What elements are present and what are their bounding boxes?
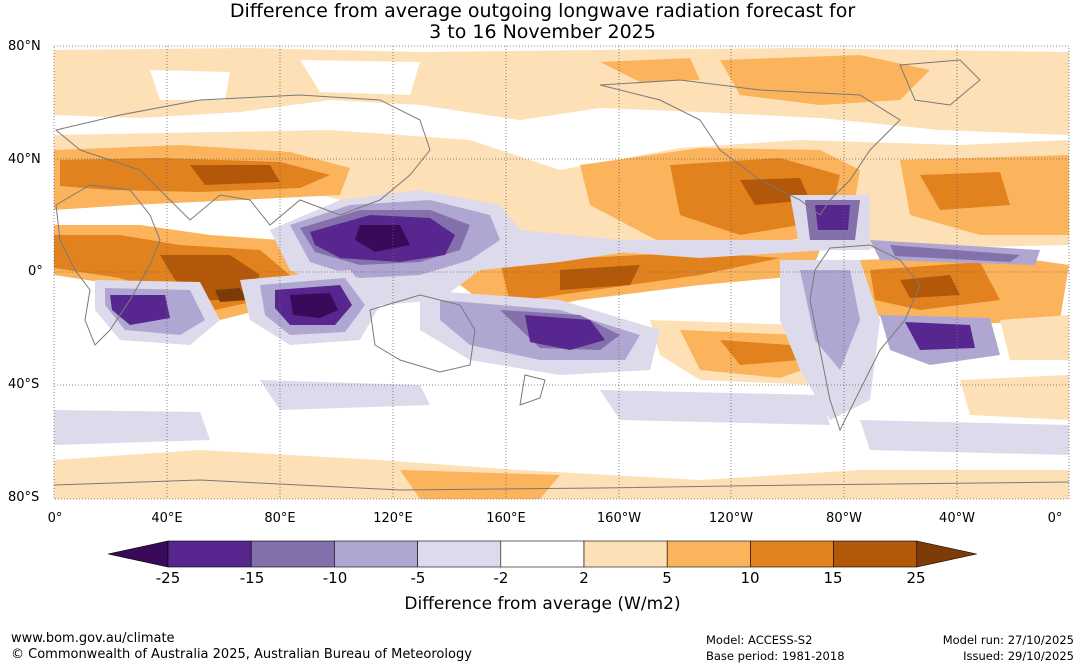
coast-new-zealand (519, 374, 546, 406)
colorbar-label: 5 (662, 569, 672, 587)
colorbar-label: 15 (823, 569, 843, 587)
anomaly-region-greenland (600, 58, 700, 82)
colorbar-label: 2 (579, 569, 589, 587)
lat-label-40n: 40°N (8, 152, 41, 167)
colorbar-label: -25 (155, 569, 181, 587)
colorbar-label: -2 (493, 569, 509, 587)
colorbar-label: 10 (740, 569, 760, 587)
lat-label-80n: 80°N (8, 39, 41, 54)
colorbar-bin (833, 540, 918, 568)
colorbar-bin (250, 540, 335, 568)
lon-label-120w: 120°W (708, 511, 754, 526)
colorbar-title: Difference from average (W/m2) (404, 594, 681, 614)
map-title-line-2: 3 to 16 November 2025 (429, 21, 656, 43)
colorbar-bin (750, 540, 834, 568)
colorbar-bin (500, 540, 585, 568)
footer-url: www.bom.gov.au/climate (11, 631, 175, 646)
colorbar-bin (583, 540, 668, 568)
colorbar-extend-high (916, 540, 977, 568)
coast-africa (55, 184, 161, 346)
lon-label-160w: 160°W (596, 511, 642, 526)
lat-label-0: 0° (28, 264, 43, 279)
lon-label-0-east: 0° (1047, 511, 1063, 526)
lon-label-40e: 40°E (151, 511, 183, 526)
colorbar-bin (334, 540, 418, 568)
lon-label-80e: 80°E (264, 511, 296, 526)
lon-label-40w: 40°W (939, 511, 975, 526)
graticule (54, 46, 1069, 499)
lon-label-0: 0° (47, 511, 63, 526)
footer-model-run: Model run: 27/10/2025 (942, 633, 1074, 647)
coast-north-america (599, 79, 901, 216)
colorbar-label: -5 (410, 569, 426, 587)
map-border (53, 45, 1070, 500)
colorbar-label: -10 (322, 569, 348, 587)
coast-australia (369, 294, 476, 373)
lon-label-120e: 120°E (373, 511, 413, 526)
colorbar-label: 25 (906, 569, 926, 587)
coast-greenland (899, 59, 981, 106)
colorbar-bin (417, 540, 502, 568)
lat-label-80s: 80°S (8, 490, 40, 505)
colorbar-bin (167, 540, 252, 568)
footer-model: Model: ACCESS-S2 (706, 633, 813, 647)
anomaly-region-n-america-5-10 (720, 55, 930, 105)
footer-copyright: © Commonwealth of Australia 2025, Austra… (11, 647, 472, 662)
coast-south-america (809, 244, 921, 432)
coast-antarctica (54, 479, 1069, 491)
lon-label-80w: 80°W (826, 511, 862, 526)
map-title-line-1: Difference from average outgoing longwav… (229, 0, 856, 22)
lon-label-160e: 160°E (486, 511, 526, 526)
colorbar-label: -15 (239, 569, 265, 587)
coastlines (54, 59, 1069, 491)
coast-eurasia (54, 94, 431, 226)
colorbar (107, 540, 977, 568)
footer-issued: Issued: 29/10/2025 (963, 649, 1074, 663)
colorbar-bin (666, 540, 751, 568)
footer-base-period: Base period: 1981-2018 (706, 649, 845, 663)
colorbar-extend-low (107, 540, 169, 568)
lat-label-40s: 40°S (8, 377, 40, 392)
anomaly-field (54, 46, 1069, 499)
